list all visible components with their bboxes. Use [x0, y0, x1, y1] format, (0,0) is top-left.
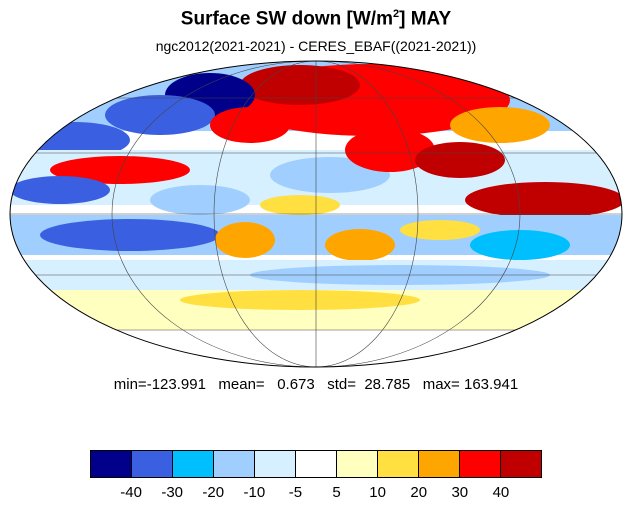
- colorbar-tick-label: 5: [332, 484, 341, 501]
- title-text: Surface SW down [W/m: [180, 8, 393, 30]
- map-subtitle: ngc2012(2021-2021) - CERES_EBAF((2021-20…: [155, 38, 477, 54]
- colorbar-swatch: [337, 451, 378, 477]
- colorbar-swatch: [91, 451, 132, 477]
- colorbar-swatch: [214, 451, 255, 477]
- southern-yellow-patch: [180, 290, 420, 310]
- colorbar-swatch: [132, 451, 173, 477]
- colorbar-tick-label: -40: [120, 484, 142, 501]
- colorbar: [90, 450, 542, 478]
- colorbar-tick-label: -5: [288, 484, 303, 501]
- south-america-light-blue: [150, 185, 250, 215]
- southern-africa-orange: [325, 229, 395, 261]
- meridian-line: [213, 61, 419, 367]
- colorbar-tick-label: 10: [369, 484, 386, 501]
- warm-pool-positive: [465, 182, 622, 218]
- map-title: Surface SW down [W/m2] MAY: [0, 8, 632, 30]
- colorbar-swatch: [501, 451, 541, 477]
- colorbar-swatch: [173, 451, 214, 477]
- colorbar-tick-label: 40: [492, 484, 510, 501]
- colorbar-swatch: [255, 451, 296, 477]
- statistics-text: min=-123.991 mean= 0.673 std= 28.785 max…: [113, 376, 519, 393]
- colorbar-swatch: [419, 451, 460, 477]
- colorbar-tick-label: -20: [202, 484, 225, 501]
- colorbar-tick-label: -10: [243, 484, 266, 501]
- europe-strong-positive: [240, 65, 360, 105]
- colorbar-tick-label: 30: [451, 484, 469, 501]
- globe-outline: [9, 60, 623, 368]
- colorbar-swatch: [460, 451, 501, 477]
- colorbar-swatch: [378, 451, 419, 477]
- colorbar-tick-label: -30: [161, 484, 184, 501]
- title-superscript: 2: [392, 8, 400, 20]
- meridian-line: [111, 61, 521, 367]
- colorbar-tick-label: 20: [410, 484, 428, 501]
- asia-orange-region: [450, 107, 550, 143]
- title-suffix: ] MAY: [399, 8, 452, 30]
- australia-blue: [470, 230, 570, 260]
- arabia-positive: [345, 128, 435, 172]
- south-pacific-negative: [40, 219, 220, 251]
- indian-ocean-yellow: [400, 220, 480, 240]
- atlantic-positive: [210, 107, 290, 143]
- south-america-orange: [215, 222, 275, 258]
- west-pacific-negative: [10, 176, 110, 204]
- colorbar-swatch: [296, 451, 337, 477]
- atlantic-yellow: [260, 195, 340, 215]
- india-strong-positive: [415, 142, 505, 178]
- east-pacific-positive: [50, 156, 190, 184]
